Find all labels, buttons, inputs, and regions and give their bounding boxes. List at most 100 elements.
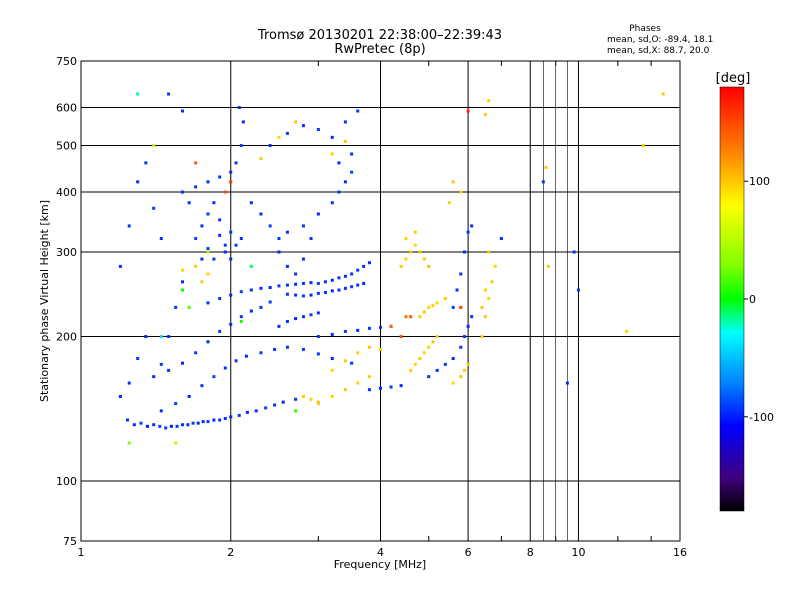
data-point	[487, 250, 491, 254]
data-point	[294, 120, 298, 124]
data-point	[132, 423, 136, 427]
data-point	[259, 212, 263, 216]
data-point	[499, 237, 503, 241]
data-point	[194, 264, 198, 268]
data-point	[285, 264, 289, 268]
data-point	[459, 190, 463, 194]
data-point	[201, 420, 205, 424]
data-point	[181, 361, 185, 365]
data-point	[239, 290, 243, 294]
data-point	[356, 381, 360, 385]
data-point	[435, 301, 439, 305]
data-point	[229, 415, 233, 419]
data-point	[459, 375, 463, 379]
data-point	[159, 409, 163, 413]
data-point	[451, 356, 455, 360]
data-point	[337, 190, 341, 194]
x-axis-ticks: 1 2 4 6 8 10 16	[78, 546, 688, 559]
data-point	[350, 152, 354, 156]
data-point	[480, 305, 484, 309]
data-point	[565, 381, 569, 385]
data-point	[367, 326, 371, 330]
data-point	[337, 276, 341, 280]
data-point	[281, 400, 285, 404]
x-axis-label: Frequency [MHz]	[334, 558, 426, 571]
data-point	[127, 224, 131, 228]
data-point	[576, 288, 580, 292]
data-point	[191, 421, 195, 425]
data-point	[544, 165, 548, 169]
data-point	[337, 288, 341, 292]
data-point	[187, 395, 191, 399]
data-point	[200, 280, 204, 284]
data-point	[218, 297, 222, 301]
data-point	[301, 281, 305, 285]
data-point	[181, 109, 185, 113]
data-point	[144, 161, 148, 165]
data-point	[194, 185, 198, 189]
data-point	[212, 201, 216, 205]
data-point	[301, 224, 305, 228]
data-point	[427, 305, 431, 309]
data-point	[413, 243, 417, 247]
data-point	[127, 381, 131, 385]
data-point	[301, 257, 305, 261]
data-point	[239, 144, 243, 148]
data-point	[367, 345, 371, 349]
data-point	[277, 250, 281, 254]
data-point	[367, 388, 371, 392]
data-point	[152, 144, 156, 148]
data-point	[418, 315, 422, 319]
data-point	[223, 243, 227, 247]
data-point	[277, 237, 281, 241]
data-point	[459, 305, 463, 309]
data-point	[241, 120, 245, 124]
data-point	[330, 368, 334, 372]
data-point	[223, 366, 227, 370]
data-point	[206, 247, 210, 251]
x-tick-label: 1	[78, 546, 85, 559]
data-point	[462, 250, 466, 254]
data-point	[223, 190, 227, 194]
colorbar-tick-label: 100	[749, 175, 770, 188]
data-point	[273, 403, 277, 407]
data-point	[136, 356, 140, 360]
data-point	[309, 281, 313, 285]
data-point	[422, 351, 426, 355]
data-point	[268, 300, 272, 304]
data-point	[167, 335, 171, 339]
data-point	[330, 135, 334, 139]
y-tick-label: 100	[56, 475, 77, 488]
data-point	[330, 201, 334, 205]
data-point	[223, 416, 227, 420]
data-point	[159, 237, 163, 241]
data-point	[218, 218, 222, 222]
data-point	[309, 237, 313, 241]
x-tick-label: 4	[377, 546, 384, 559]
data-point	[259, 286, 263, 290]
data-point	[218, 175, 222, 179]
data-point	[249, 264, 253, 268]
data-point	[389, 324, 393, 328]
data-point	[259, 351, 263, 355]
data-point	[309, 293, 313, 297]
y-tick-label: 300	[56, 246, 77, 259]
data-point	[285, 283, 289, 287]
data-point	[118, 395, 122, 399]
data-point	[237, 106, 241, 110]
data-point	[218, 418, 222, 422]
y-tick-label: 500	[56, 140, 77, 153]
data-point	[268, 144, 272, 148]
data-point	[181, 288, 185, 292]
data-point	[125, 418, 129, 422]
data-point	[443, 362, 447, 366]
data-point	[229, 170, 233, 174]
data-point	[200, 224, 204, 228]
data-point	[229, 293, 233, 297]
data-point	[399, 264, 403, 268]
data-point	[422, 310, 426, 314]
data-point	[206, 272, 210, 276]
data-point	[379, 386, 382, 390]
data-point	[572, 250, 576, 254]
data-point	[470, 224, 474, 228]
